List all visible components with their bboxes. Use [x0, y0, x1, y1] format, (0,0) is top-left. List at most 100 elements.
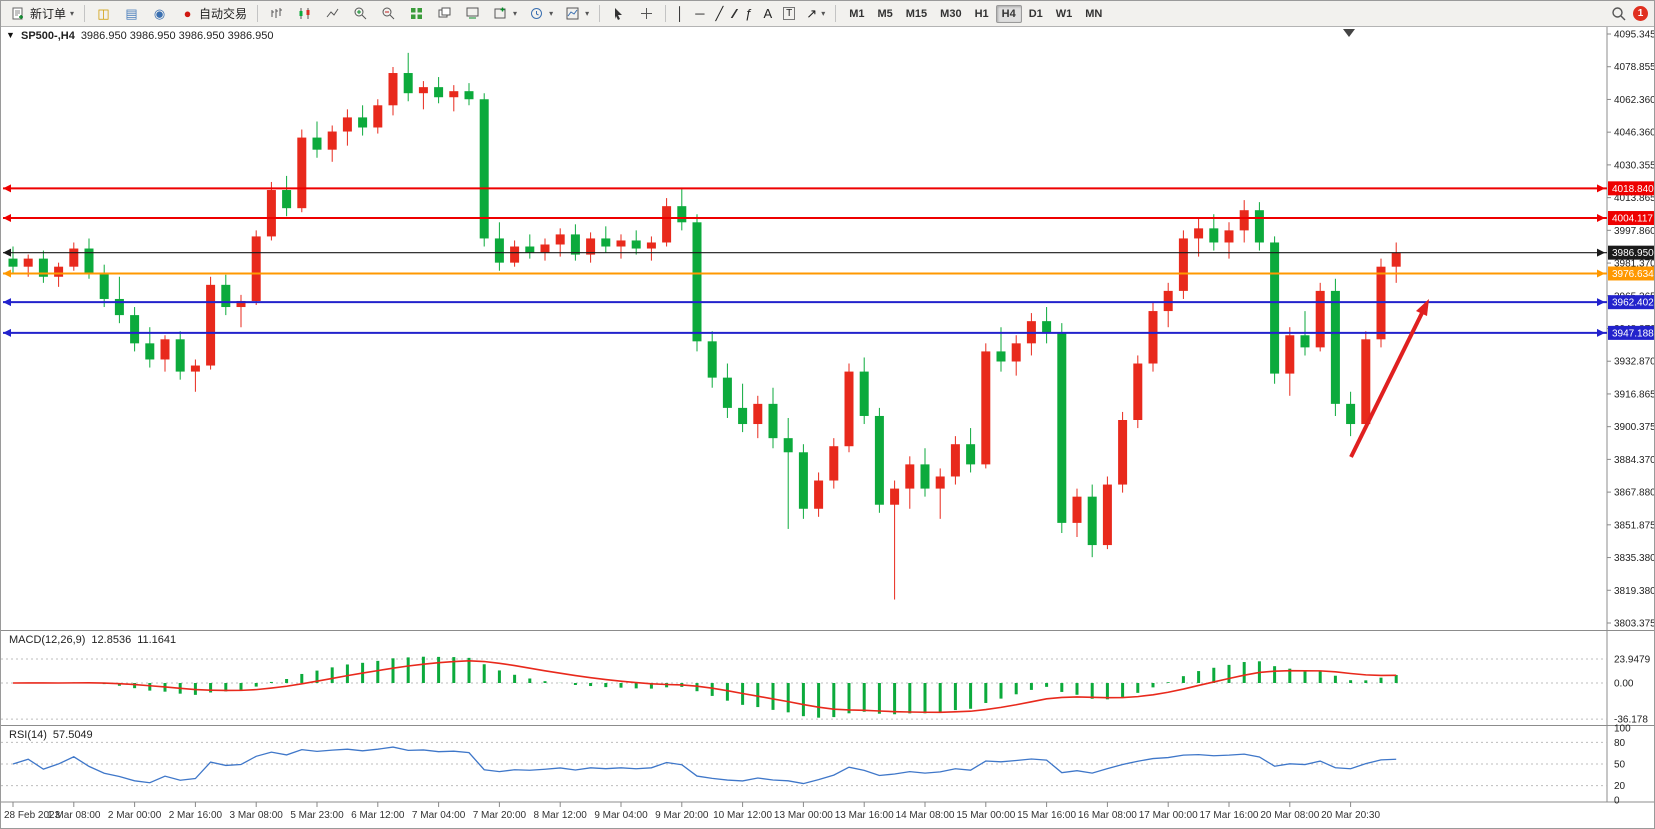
text-tool-button[interactable]: A [759, 4, 778, 23]
new-order-button[interactable]: 新订单 ▾ [5, 2, 79, 25]
rsi-name: RSI(14) [9, 729, 47, 741]
fibonacci-tool-button[interactable]: ƒ [740, 4, 757, 23]
text-label-tool-button[interactable]: T [778, 4, 800, 23]
zoom-in-icon [352, 5, 369, 22]
vertical-line-tool-button[interactable]: │ [671, 4, 689, 23]
bar-chart-button[interactable] [263, 2, 290, 25]
new-chart-button[interactable]: ▾ [487, 2, 522, 25]
timeframe-button-m5[interactable]: M5 [877, 7, 893, 20]
tile-windows-icon [408, 5, 425, 22]
search-icon[interactable] [1610, 5, 1627, 22]
svg-text:4030.355: 4030.355 [1614, 160, 1655, 171]
indicator-gridlines [1, 658, 1607, 787]
crosshair-tool-button[interactable] [633, 2, 660, 25]
timeframe-button-mn[interactable]: MN [1085, 7, 1103, 20]
price-tags: 4018.840 4004.117 3986.950 3976.634 3962.402… [1608, 181, 1654, 340]
rsi-value: 57.5049 [52, 729, 93, 741]
svg-text:3835.380: 3835.380 [1614, 553, 1655, 564]
template-icon [564, 5, 581, 22]
svg-text:100: 100 [1614, 724, 1631, 735]
template-button[interactable]: ▾ [559, 2, 594, 25]
notification-badge[interactable]: 1 [1633, 6, 1648, 21]
market-watch-button[interactable]: ◫ [90, 2, 117, 25]
zoom-in-button[interactable] [347, 2, 374, 25]
svg-text:9 Mar 04:00: 9 Mar 04:00 [594, 810, 648, 821]
svg-text:4078.855: 4078.855 [1614, 62, 1655, 73]
candlestick-chart-button[interactable] [291, 2, 318, 25]
svg-text:13 Mar 00:00: 13 Mar 00:00 [774, 810, 833, 821]
new-chart-icon [492, 5, 509, 22]
svg-text:3 Mar 08:00: 3 Mar 08:00 [230, 810, 284, 821]
arrange-windows-button[interactable] [459, 2, 486, 25]
cascade-windows-button[interactable] [431, 2, 458, 25]
chevron-down-icon: ▾ [70, 9, 75, 18]
svg-text:20: 20 [1614, 781, 1626, 792]
svg-text:-36.178: -36.178 [1614, 715, 1648, 726]
svg-text:17 Mar 00:00: 17 Mar 00:00 [1139, 810, 1198, 821]
auto-trading-button[interactable]: ● 自动交易 [174, 2, 252, 25]
period-button[interactable]: ▾ [523, 2, 558, 25]
svg-text:50: 50 [1614, 760, 1626, 771]
svg-text:3997.860: 3997.860 [1614, 226, 1655, 237]
chevron-down-icon: ▾ [585, 9, 590, 18]
timeframe-button-d1[interactable]: D1 [1028, 7, 1043, 20]
timeframe-group: M1 M5 M15 M30 H1 H4 D1 W1 MN [843, 4, 1108, 23]
macd-name: MACD(12,26,9) [9, 634, 86, 646]
timeframe-button-m30[interactable]: M30 [940, 7, 962, 20]
svg-text:23.9479: 23.9479 [1614, 655, 1651, 666]
timeframe-button-h1[interactable]: H1 [974, 7, 989, 20]
svg-text:3819.380: 3819.380 [1614, 586, 1655, 597]
one-click-trading-toggle[interactable]: ▼ [6, 30, 15, 40]
auto-trading-label: 自动交易 [199, 7, 248, 21]
trendline-tool-button[interactable]: ╱ [710, 4, 728, 23]
pane-borders [1, 26, 1654, 803]
chart-title: SP500-,H4 3986.950 3986.950 3986.950 3986… [21, 30, 274, 42]
svg-text:8 Mar 12:00: 8 Mar 12:00 [534, 810, 588, 821]
timeframe-button-m15[interactable]: M15 [905, 7, 928, 20]
tile-windows-button[interactable] [403, 2, 430, 25]
svg-text:2 Mar 16:00: 2 Mar 16:00 [169, 810, 223, 821]
horizontal-line-tool-button[interactable]: ─ [690, 4, 709, 23]
toolbar-separator [599, 5, 601, 22]
channel-tool-button[interactable]: ∕∕ [729, 4, 739, 23]
arrows-tool-button[interactable]: ↗ ▾ [801, 4, 830, 23]
chevron-down-icon: ▾ [549, 9, 554, 18]
svg-text:3976.634: 3976.634 [1612, 269, 1654, 280]
timeframe-button-m1[interactable]: M1 [849, 7, 865, 20]
svg-text:3851.875: 3851.875 [1614, 520, 1655, 531]
svg-text:20 Mar 08:00: 20 Mar 08:00 [1260, 810, 1319, 821]
timeframe-button-h4[interactable]: H4 [995, 4, 1022, 23]
svg-text:3947.188: 3947.188 [1612, 328, 1654, 339]
terminal-button[interactable]: ◉ [146, 2, 173, 25]
svg-text:3867.880: 3867.880 [1614, 488, 1655, 499]
svg-text:3981.370: 3981.370 [1614, 259, 1655, 270]
line-chart-button[interactable] [319, 2, 346, 25]
chart-shift-marker [1343, 29, 1355, 37]
svg-text:7 Mar 04:00: 7 Mar 04:00 [412, 810, 466, 821]
text-label-icon: T [783, 7, 796, 20]
zoom-out-button[interactable] [375, 2, 402, 25]
macd-label: MACD(12,26,9) 12.8536 11.1641 [9, 634, 176, 646]
cursor-tool-button[interactable] [605, 2, 632, 25]
timeframe-button-w1[interactable]: W1 [1055, 7, 1073, 20]
svg-text:6 Mar 12:00: 6 Mar 12:00 [351, 810, 405, 821]
auto-trading-icon: ● [183, 6, 192, 21]
macd-axis: 23.9479 0.00 -36.178 [1614, 655, 1651, 726]
data-window-button[interactable]: ▤ [118, 2, 145, 25]
crosshair-icon [638, 5, 655, 22]
svg-text:0.00: 0.00 [1614, 679, 1634, 690]
svg-text:17 Mar 16:00: 17 Mar 16:00 [1200, 810, 1259, 821]
data-window-icon: ▤ [125, 6, 138, 21]
svg-text:28 Feb 2023: 28 Feb 2023 [4, 810, 61, 821]
toolbar-separator [665, 5, 667, 22]
svg-text:1 Mar 08:00: 1 Mar 08:00 [47, 810, 101, 821]
chart-symbol-period: SP500-,H4 [21, 30, 75, 42]
trend-arrow[interactable] [1349, 299, 1429, 458]
svg-text:4046.360: 4046.360 [1614, 128, 1655, 139]
toolbar: 新订单 ▾ ◫ ▤ ◉ ● 自动交易 ▾ ▾ ▾ │ ─ ╱ ∕∕ ƒ A T … [1, 1, 1654, 27]
chevron-down-icon: ▾ [821, 8, 826, 18]
svg-text:3916.865: 3916.865 [1614, 389, 1655, 400]
arrange-windows-icon [464, 5, 481, 22]
